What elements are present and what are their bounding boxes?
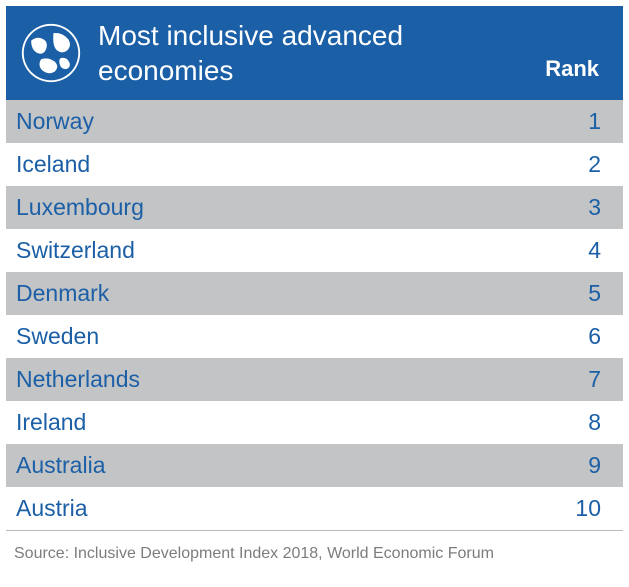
country-name: Switzerland	[16, 237, 135, 264]
table-row: Austria 10	[6, 487, 623, 530]
rank-value: 9	[588, 452, 601, 479]
rank-value: 7	[588, 366, 601, 393]
ranking-table: Norway 1 Iceland 2 Luxembourg 3 Switzerland 4 De…	[6, 100, 623, 530]
title-wrap: Most inclusive advanced economies	[90, 18, 545, 88]
country-name: Iceland	[16, 151, 90, 178]
country-name: Australia	[16, 452, 105, 479]
rank-value: 1	[588, 108, 601, 135]
header: Most inclusive advanced economies Rank	[6, 6, 623, 100]
table-row: Luxembourg 3	[6, 186, 623, 229]
rank-value: 4	[588, 237, 601, 264]
table-row: Sweden 6	[6, 315, 623, 358]
country-name: Netherlands	[16, 366, 140, 393]
table-row: Denmark 5	[6, 272, 623, 315]
table-row: Australia 9	[6, 444, 623, 487]
table-row: Ireland 8	[6, 401, 623, 444]
rank-value: 2	[588, 151, 601, 178]
country-name: Ireland	[16, 409, 86, 436]
rank-value: 6	[588, 323, 601, 350]
rank-value: 3	[588, 194, 601, 221]
rank-value: 5	[588, 280, 601, 307]
source-text: Source: Inclusive Development Index 2018…	[6, 531, 623, 587]
chart-title: Most inclusive advanced economies	[98, 18, 545, 88]
rank-column-header: Rank	[545, 56, 603, 88]
table-row: Iceland 2	[6, 143, 623, 186]
rank-value: 8	[588, 409, 601, 436]
table-row: Netherlands 7	[6, 358, 623, 401]
rank-value: 10	[575, 495, 601, 522]
globe-icon	[20, 22, 90, 84]
country-name: Luxembourg	[16, 194, 144, 221]
country-name: Denmark	[16, 280, 109, 307]
table-row: Switzerland 4	[6, 229, 623, 272]
infographic-container: Most inclusive advanced economies Rank N…	[0, 0, 629, 587]
table-row: Norway 1	[6, 100, 623, 143]
country-name: Norway	[16, 108, 94, 135]
country-name: Austria	[16, 495, 88, 522]
country-name: Sweden	[16, 323, 99, 350]
